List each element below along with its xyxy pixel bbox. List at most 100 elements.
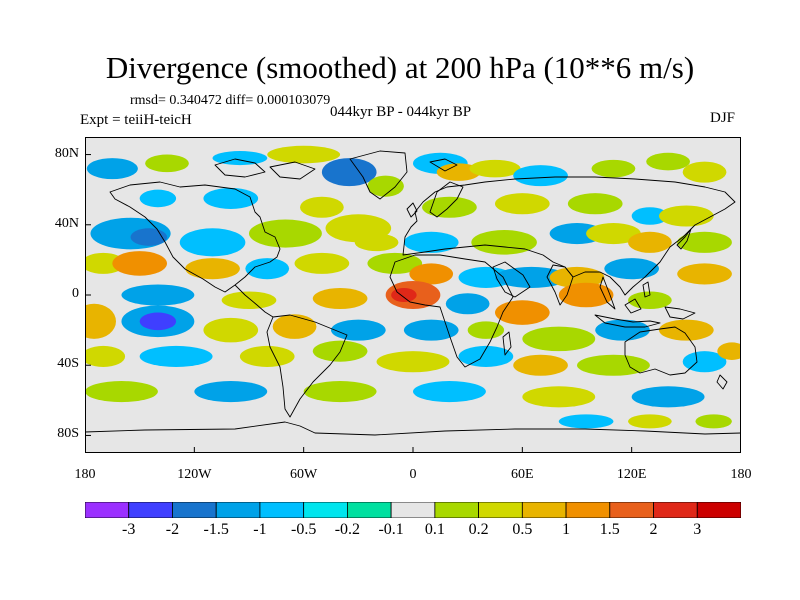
field-feature (495, 300, 550, 325)
field-feature (367, 175, 404, 197)
colorbar-swatch (259, 502, 305, 518)
field-feature (659, 319, 714, 341)
field-feature (695, 414, 732, 429)
colorbar-label: 0.1 (424, 521, 445, 538)
y-tick-label: 0 (72, 286, 79, 301)
field-feature (436, 163, 481, 181)
colorbar-label: 1.5 (599, 521, 620, 538)
field-feature (682, 161, 727, 183)
field-feature (300, 196, 344, 218)
colorbar-label: 0.5 (512, 521, 533, 538)
field-feature (628, 231, 672, 253)
field-feature (677, 263, 732, 285)
season-label: DJF (710, 110, 736, 126)
field-feature (130, 228, 167, 246)
field-feature (717, 342, 741, 360)
field-feature (179, 228, 246, 257)
x-tick-label: 180 (74, 467, 96, 482)
field-feature (558, 414, 614, 429)
field-feature (422, 196, 477, 218)
field-feature (471, 230, 537, 255)
field-feature (85, 345, 126, 367)
experiment-label: Expt = teiiH-teicH (80, 112, 192, 128)
field-feature (591, 159, 636, 178)
stats-label: rmsd= 0.340472 diff= 0.000103079 (130, 93, 331, 108)
field-feature (294, 252, 350, 274)
field-feature (659, 205, 714, 227)
x-tick-label: 120W (177, 467, 212, 482)
field-feature (245, 258, 290, 280)
field-feature (513, 354, 568, 376)
field-feature (85, 303, 116, 339)
colorbar-swatch (478, 502, 523, 518)
field-feature (467, 321, 505, 339)
colorbar-label: 3 (693, 521, 702, 538)
colorbar-swatch (346, 502, 392, 518)
field-feature (631, 207, 669, 225)
field-feature (139, 189, 177, 208)
y-tick-label: 80N (54, 145, 79, 161)
field-feature (628, 414, 672, 429)
field-feature (522, 386, 596, 408)
colorbar-label: -3 (122, 521, 136, 538)
divergence-field (85, 145, 741, 429)
field-feature (413, 381, 486, 403)
field-feature (628, 291, 672, 310)
x-tick-label: 120E (616, 467, 647, 482)
colorbar-swatch (653, 502, 698, 518)
colorbar-swatch (390, 502, 436, 518)
field-feature (145, 154, 189, 173)
field-feature (331, 319, 386, 341)
colorbar-swatch (172, 502, 217, 518)
field-feature (403, 231, 459, 253)
y-tick-label: 80S (57, 426, 79, 442)
colorbar-label: 0.2 (468, 521, 489, 538)
colorbar-swatch (434, 502, 480, 518)
field-feature (272, 314, 317, 339)
colorbar-swatch (609, 502, 654, 518)
colorbar-swatch (85, 502, 130, 518)
colorbar-label: -1.5 (203, 521, 229, 538)
field-feature (303, 381, 377, 403)
x-tick-label: 60W (290, 467, 318, 482)
coastlines (85, 150, 741, 436)
field-feature (631, 386, 705, 408)
field-feature (586, 223, 641, 245)
x-tick-label: 180 (730, 467, 752, 482)
field-feature (121, 284, 195, 306)
x-tick-label: 0 (409, 467, 417, 482)
colorbar-swatch (521, 502, 567, 518)
field-feature (409, 263, 454, 285)
field-feature (522, 326, 596, 352)
y-tick-label: 40N (54, 215, 79, 231)
field-feature (567, 193, 623, 215)
field-feature (139, 312, 177, 331)
colorbar-swatch (215, 502, 261, 518)
field-feature (203, 317, 259, 343)
field-feature (595, 319, 650, 341)
field-feature (403, 319, 459, 341)
period-label: 044kyr BP - 044kyr BP (330, 104, 472, 120)
field-feature (677, 231, 732, 253)
field-feature (682, 351, 727, 373)
field-feature (577, 354, 650, 376)
colorbar-swatch (303, 502, 348, 518)
colorbar-swatch (696, 502, 741, 518)
x-tick-label: 60E (511, 467, 534, 482)
field-feature (558, 282, 614, 308)
field-feature (312, 287, 368, 310)
field-feature (85, 381, 158, 403)
y-tick-label: 40S (57, 356, 79, 372)
field-feature (86, 158, 138, 180)
field-feature (646, 152, 690, 171)
colorbar-label: -0.1 (378, 521, 404, 538)
field-feature (469, 159, 521, 178)
colorbar-label: -0.2 (334, 521, 361, 538)
field-feature (391, 287, 417, 303)
colorbar-label: 2 (649, 521, 658, 538)
colorbar-swatch (128, 502, 173, 518)
field-feature (239, 345, 295, 367)
field-feature (354, 233, 399, 252)
field-feature (458, 345, 514, 367)
map-plot (85, 137, 741, 453)
